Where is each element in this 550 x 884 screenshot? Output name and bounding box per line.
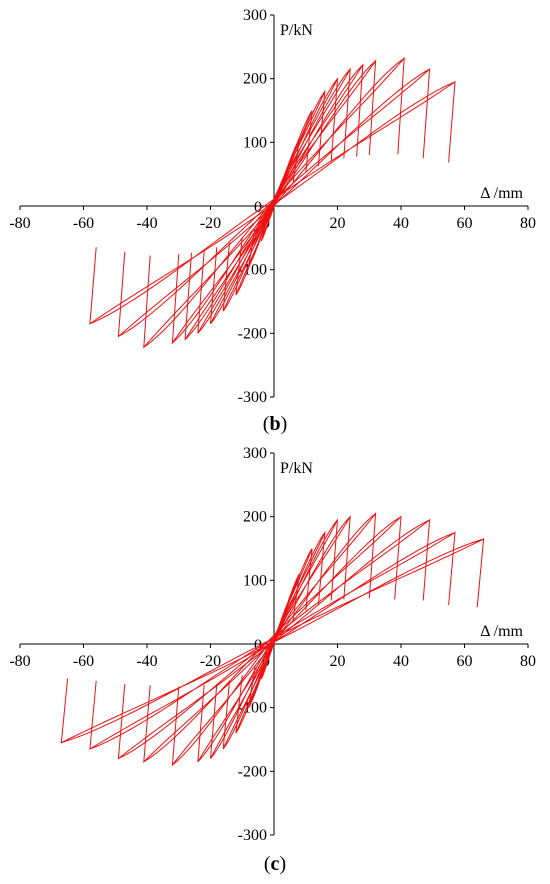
x-tick-label: 80: [520, 215, 536, 232]
hysteresis-loop: [60, 538, 485, 744]
y-tick-label: 300: [243, 7, 267, 24]
hysteresis-loop: [171, 511, 377, 767]
hysteresis-loop: [235, 548, 313, 734]
x-tick-label: 20: [330, 653, 346, 670]
x-tick-label: 80: [520, 653, 536, 670]
hysteresis-loop: [235, 110, 313, 296]
hysteresis-loop: [171, 59, 377, 345]
x-tick-label: -40: [136, 215, 157, 232]
x-tick-label: -80: [9, 653, 30, 670]
y-axis-label: P/kN: [280, 460, 313, 477]
y-tick-label: -300: [238, 389, 267, 406]
x-tick-label: 60: [457, 215, 473, 232]
chart-panel-b: -80 -60 -40 -20 0 20 40 60 80300200100-100-200-3…: [9, 7, 536, 435]
x-tick-label: 40: [393, 653, 409, 670]
x-tick-label: 60: [457, 653, 473, 670]
hysteresis-loop: [117, 518, 431, 760]
x-tick-label: -80: [9, 215, 30, 232]
x-axis-label: Δ /mm: [480, 623, 523, 640]
hysteresis-loop: [210, 77, 339, 325]
hysteresis-loop: [210, 518, 339, 759]
hysteresis-loop: [89, 531, 456, 750]
x-tick-label: 40: [393, 215, 409, 232]
chart-panel-c: -80 -60 -40 -20 0 20 40 60 80300200100-100-200-3…: [9, 445, 536, 875]
hysteresis-loop: [143, 515, 402, 764]
y-tick-label: 100: [243, 572, 267, 589]
x-axis-label: Δ /mm: [480, 185, 523, 202]
hysteresis-loop: [197, 515, 351, 763]
x-tick-label: -20: [200, 215, 221, 232]
hysteresis-loop: [184, 63, 364, 341]
origin-label: 0: [254, 637, 262, 654]
x-tick-label: -60: [73, 653, 94, 670]
y-axis-label: P/kN: [280, 22, 313, 39]
hysteresis-loop: [222, 89, 326, 312]
panel-label: (b): [263, 413, 287, 435]
x-tick-label: -20: [200, 653, 221, 670]
y-tick-label: -300: [238, 827, 267, 844]
y-tick-label: 100: [243, 134, 267, 151]
y-tick-label: 200: [243, 509, 267, 526]
hysteresis-loop: [143, 56, 405, 349]
y-tick-label: 300: [243, 445, 267, 462]
panel-label: (c): [264, 853, 286, 875]
y-tick-label: -200: [238, 325, 267, 342]
hysteresis-loop: [117, 67, 431, 338]
hysteresis-loop: [222, 530, 326, 750]
x-tick-label: -40: [136, 653, 157, 670]
origin-label: 0: [254, 199, 262, 216]
x-tick-label: -60: [73, 215, 94, 232]
hysteresis-loop: [89, 80, 456, 325]
x-tick-label: 20: [330, 215, 346, 232]
y-tick-label: 200: [243, 71, 267, 88]
y-tick-label: -200: [238, 763, 267, 780]
